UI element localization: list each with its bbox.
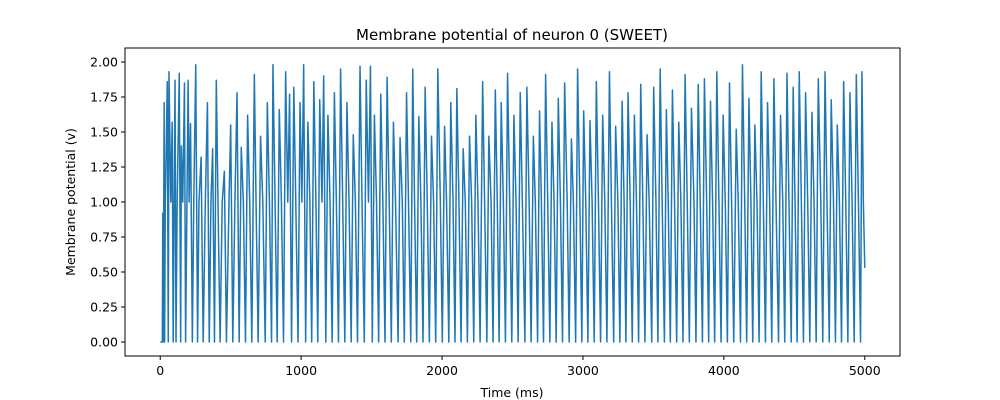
y-tick-label: 1.25	[90, 160, 118, 175]
x-tick-label: 4000	[708, 363, 740, 378]
x-tick-label: 3000	[567, 363, 599, 378]
y-tick-label: 0.00	[90, 335, 118, 350]
y-tick-label: 1.75	[90, 90, 118, 105]
series-line-0	[160, 64, 866, 343]
y-axis-label: Membrane potential (v)	[63, 128, 78, 276]
y-tick-label: 0.75	[90, 230, 118, 245]
y-tick-label: 0.50	[90, 265, 118, 280]
y-tick-label: 1.50	[90, 125, 118, 140]
y-tick-label: 0.25	[90, 300, 118, 315]
y-tick-label: 2.00	[90, 55, 118, 70]
y-tick-label: 1.00	[90, 195, 118, 210]
chart-title: Membrane potential of neuron 0 (SWEET)	[356, 26, 668, 44]
x-tick-label: 0	[156, 363, 164, 378]
y-axis-ticks: 0.00 0.25 0.50 0.75 1.00 1.25 1.50 1.75 2.00	[90, 55, 125, 350]
x-tick-label: 5000	[849, 363, 881, 378]
plot-area	[160, 64, 866, 343]
x-axis-ticks: 0 1000 2000 3000 4000 5000	[156, 356, 881, 378]
x-tick-label: 1000	[285, 363, 317, 378]
x-axis-label: Time (ms)	[479, 385, 543, 400]
x-tick-label: 2000	[426, 363, 458, 378]
